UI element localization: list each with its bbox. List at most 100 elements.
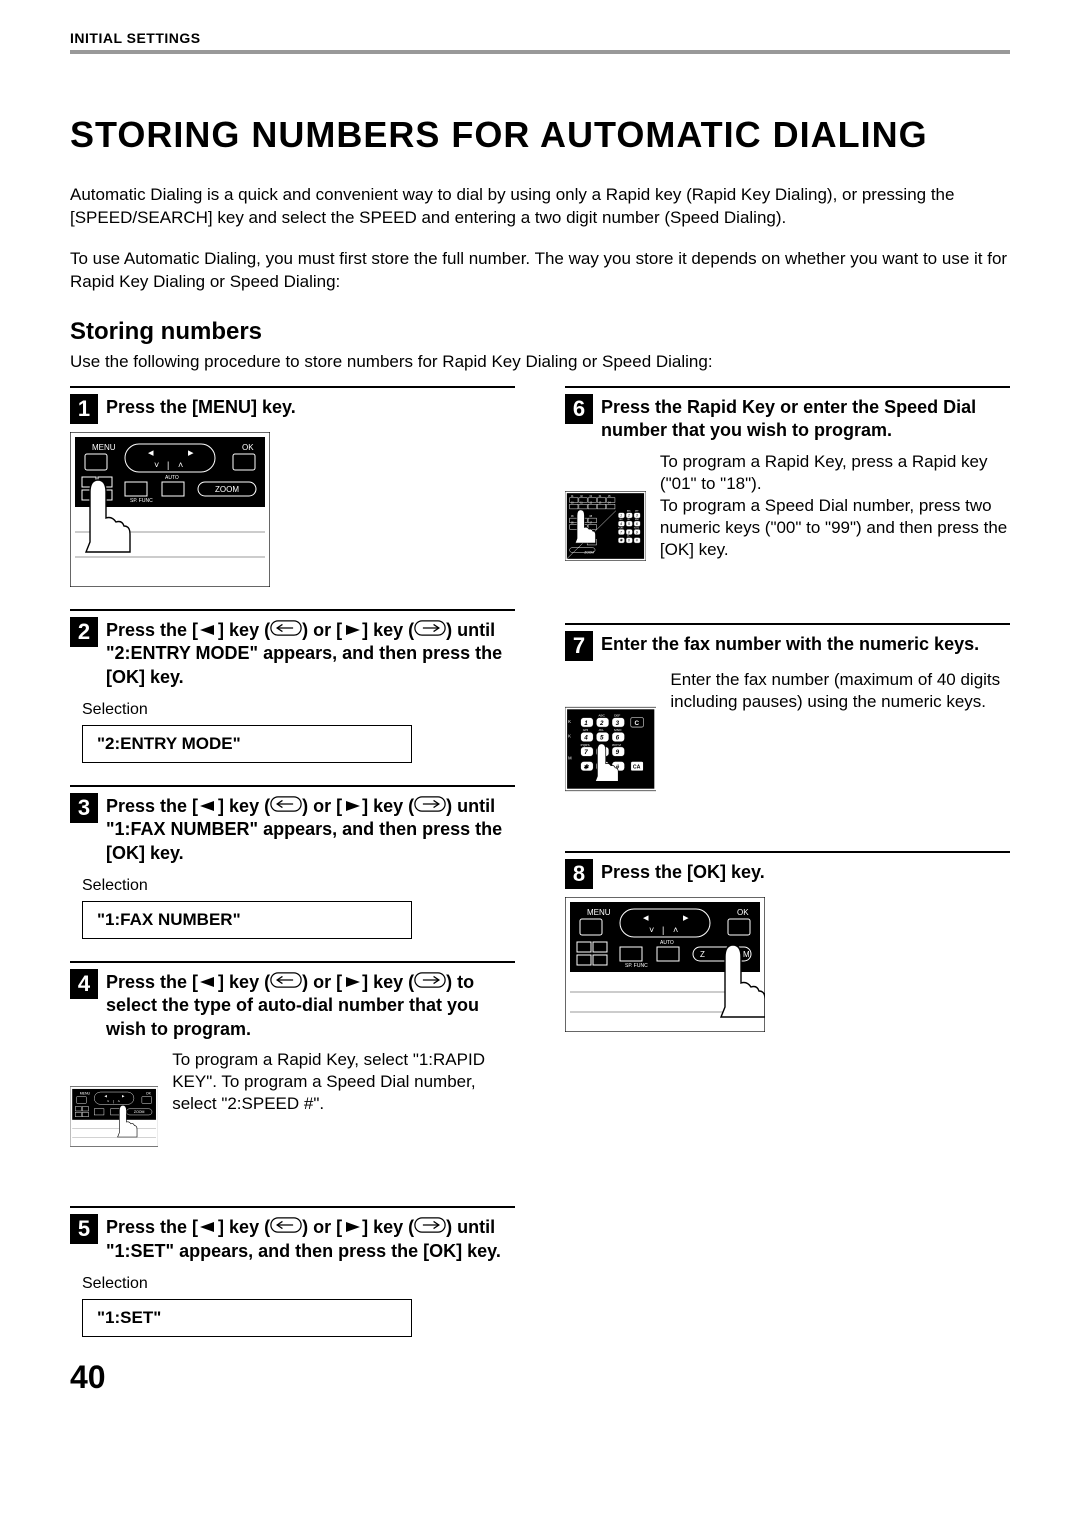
step-2: 2 Press the [] key () or [] key () until… xyxy=(70,609,515,763)
svg-text:ZOOM: ZOOM xyxy=(215,485,239,494)
right-arrow-icon xyxy=(342,800,362,812)
svg-text:JKL: JKL xyxy=(598,728,604,732)
step-number: 7 xyxy=(565,631,593,661)
svg-text:▸: ▸ xyxy=(188,447,194,459)
svg-text:3: 3 xyxy=(616,720,620,727)
svg-text:◂: ◂ xyxy=(148,447,154,459)
svg-text:MNO: MNO xyxy=(614,728,622,732)
svg-text:1: 1 xyxy=(584,720,588,727)
right-arrow-icon xyxy=(342,1221,362,1233)
intro-paragraph-1: Automatic Dialing is a quick and conveni… xyxy=(70,184,1010,230)
step-title: Enter the fax number with the numeric ke… xyxy=(601,631,979,656)
svg-text:5: 5 xyxy=(600,734,604,741)
svg-text:MENU: MENU xyxy=(92,443,116,452)
svg-text:|: | xyxy=(662,925,664,935)
svg-text:7: 7 xyxy=(584,749,588,756)
step-4: 4 Press the [] key () or [] key () to se… xyxy=(70,961,515,1184)
right-arrow-icon xyxy=(342,624,362,636)
svg-text:2: 2 xyxy=(599,720,604,727)
svg-text:9: 9 xyxy=(616,749,620,756)
section-header: INITIAL SETTINGS xyxy=(70,30,1010,46)
step-1: 1 Press the [MENU] key. MENU OK ◂ ▸ xyxy=(70,386,515,587)
menu-panel-illustration: MENU OK ◂ ▸ ˅ | ˄ SP. FUNC xyxy=(70,432,270,587)
sub-intro: Use the following procedure to store num… xyxy=(70,352,1010,372)
svg-text:MNO: MNO xyxy=(635,519,640,521)
step-title: Press the [] key () or [] key () until "… xyxy=(106,793,515,865)
right-column: 6 Press the Rapid Key or enter the Speed… xyxy=(565,386,1010,1396)
step-rule xyxy=(70,386,515,388)
pill-left-icon xyxy=(270,972,302,988)
svg-text:K: K xyxy=(568,733,571,738)
svg-text:PQRS: PQRS xyxy=(581,742,590,746)
step-7: 7 Enter the fax number with the numeric … xyxy=(565,623,1010,829)
right-arrow-icon xyxy=(342,976,362,988)
svg-text:AUTO: AUTO xyxy=(165,475,179,481)
nav-panel-illustration: MENU OK ◂ ▸ ˅|˄ ZOOM xyxy=(70,1049,158,1184)
pill-left-icon xyxy=(270,620,302,636)
svg-text:WXYZ: WXYZ xyxy=(634,527,640,529)
svg-text:@.-: @.- xyxy=(627,535,630,537)
selection-label: Selection xyxy=(82,1275,515,1293)
svg-text:AUTO: AUTO xyxy=(660,940,674,946)
step-rule xyxy=(565,851,1010,853)
keypad-illustration: 123 456 789 ✱0# ABCDEF GHIJKLMNO PQRSWXY… xyxy=(565,669,656,829)
svg-text:ZOOM: ZOOM xyxy=(584,550,594,554)
pill-left-icon xyxy=(270,796,302,812)
svg-text:MENU: MENU xyxy=(587,908,611,917)
rapid-key-illustration: 0102030405 1011121314 060708 151617 OK Z… xyxy=(565,451,646,601)
svg-text:JKL: JKL xyxy=(627,519,630,521)
step-number: 4 xyxy=(70,969,98,999)
left-arrow-icon xyxy=(198,624,218,636)
pill-right-icon xyxy=(414,972,446,988)
step-title: Press the [] key () or [] key () to sele… xyxy=(106,969,515,1041)
svg-text:DEF: DEF xyxy=(614,713,620,717)
svg-text:1: 1 xyxy=(620,513,622,517)
svg-text:|: | xyxy=(167,460,169,470)
step-description: To program a Rapid Key, select "1:RAPID … xyxy=(172,1049,515,1115)
svg-text:MENU: MENU xyxy=(80,1092,91,1096)
step-description: To program a Rapid Key, press a Rapid ke… xyxy=(660,451,1010,561)
step-rule xyxy=(70,609,515,611)
svg-text:GHI: GHI xyxy=(583,728,589,732)
header-rule xyxy=(70,50,1010,54)
step-5: 5 Press the [] key () or [] key () until… xyxy=(70,1206,515,1337)
subheading: Storing numbers xyxy=(70,318,1010,346)
step-rule xyxy=(70,1206,515,1208)
step-number: 6 xyxy=(565,394,593,424)
step-8: 8 Press the [OK] key. MENU OK ◂ ▸ ˅|˄ xyxy=(565,851,1010,1032)
left-arrow-icon xyxy=(198,800,218,812)
pill-right-icon xyxy=(414,796,446,812)
step-title: Press the Rapid Key or enter the Speed D… xyxy=(601,394,1010,443)
left-arrow-icon xyxy=(198,976,218,988)
svg-text:˄: ˄ xyxy=(178,460,183,470)
svg-text:˅: ˅ xyxy=(649,925,654,935)
svg-text:ZOOM: ZOOM xyxy=(134,1110,145,1114)
svg-text:4: 4 xyxy=(583,734,588,741)
svg-text:OK: OK xyxy=(242,443,254,452)
display-box: "1:SET" xyxy=(82,1299,412,1337)
step-title: Press the [MENU] key. xyxy=(106,394,296,419)
svg-text:˄: ˄ xyxy=(673,925,678,935)
svg-text:✱: ✱ xyxy=(583,763,589,770)
step-6: 6 Press the Rapid Key or enter the Speed… xyxy=(565,386,1010,601)
display-box: "1:FAX NUMBER" xyxy=(82,901,412,939)
ok-panel-illustration: MENU OK ◂ ▸ ˅|˄ SP. FUNC AUTO Z xyxy=(565,897,765,1032)
svg-text:C: C xyxy=(634,720,639,727)
intro-paragraph-2: To use Automatic Dialing, you must first… xyxy=(70,248,1010,294)
step-rule xyxy=(565,386,1010,388)
display-box: "2:ENTRY MODE" xyxy=(82,725,412,763)
svg-text:|: | xyxy=(113,1099,114,1104)
svg-text:ABC: ABC xyxy=(598,713,605,717)
svg-text:M: M xyxy=(743,950,750,959)
step-number: 2 xyxy=(70,617,98,647)
svg-text:Z: Z xyxy=(700,950,705,959)
svg-text:▸: ▸ xyxy=(683,912,689,924)
pill-right-icon xyxy=(414,620,446,636)
step-title: Press the [] key () or [] key () until "… xyxy=(106,1214,515,1263)
svg-text:9: 9 xyxy=(636,530,638,534)
step-rule xyxy=(70,785,515,787)
step-title: Press the [OK] key. xyxy=(601,859,765,884)
step-title: Press the [] key () or [] key () until "… xyxy=(106,617,515,689)
svg-text:SP. FUNC: SP. FUNC xyxy=(130,498,153,504)
step-3: 3 Press the [] key () or [] key () until… xyxy=(70,785,515,939)
